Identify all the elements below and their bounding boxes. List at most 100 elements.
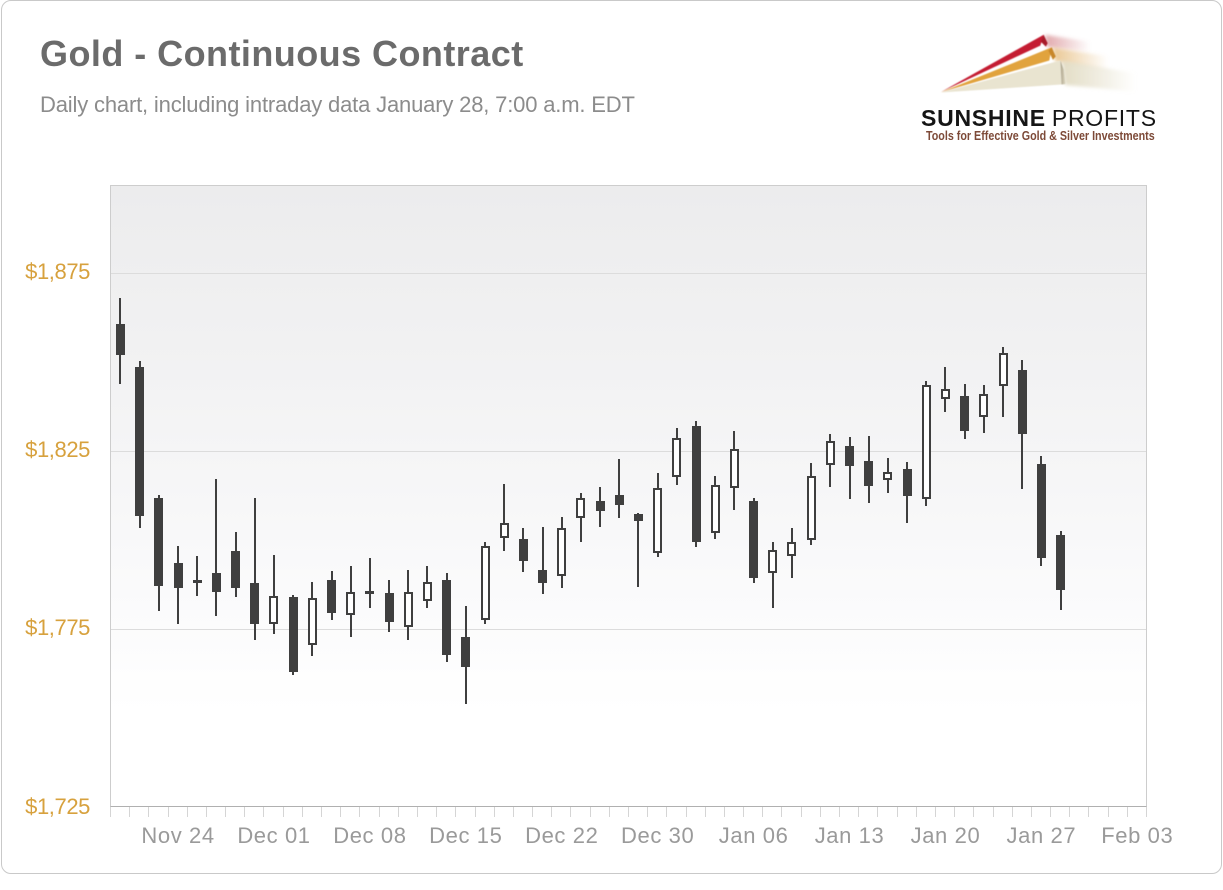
candle-wick [253,497,256,641]
candle-wick [503,483,506,551]
x-axis-tick [934,807,936,817]
x-axis-tick [1011,807,1013,817]
logo-bolt-cream [941,60,1066,93]
candle-body-down [614,495,624,506]
candle-body-down [518,538,528,561]
candle-body-down [288,597,298,673]
gridline [111,272,1146,274]
x-axis-tick [877,807,879,817]
x-axis-label: Jan 06 [718,823,789,848]
x-axis-tick [359,807,361,817]
candle-body-down [1017,369,1027,435]
x-axis-tick [915,807,917,817]
logo-brand-profits: PROFITS [1051,105,1157,131]
candle-body-up [346,591,356,616]
chart-subtitle: Daily chart, including intraday data Jan… [40,92,635,117]
x-axis-tick [474,807,476,817]
candle-body-down [461,636,471,667]
logo-brand-text: SUNSHINE PROFITS [921,105,1157,132]
candle-wick [196,555,199,596]
x-axis-tick [263,807,265,817]
candle-body-down [1036,464,1046,559]
x-axis-label: Dec 15 [429,823,503,848]
candle-body-down [845,445,855,466]
candle-wick [368,558,371,609]
x-axis-tick [1088,807,1090,817]
x-axis-tick [512,807,514,817]
candle-body-down [250,583,260,625]
logo-bolt-red [941,34,1048,92]
x-axis-label: Nov 24 [141,823,215,848]
candle-body-down [115,324,125,356]
x-axis-tick [340,807,342,817]
x-axis-tick [282,807,284,817]
candle-body-up [269,595,279,625]
candle-body-down [154,497,164,586]
x-axis-tick [1069,807,1071,817]
candle-wick [771,542,774,608]
x-axis-tick [800,807,802,817]
x-axis-tick [1146,807,1147,817]
x-axis-tick [973,807,975,817]
x-axis-tick [378,807,380,817]
candle-body-up [883,471,893,481]
candle-body-down [192,580,202,584]
x-axis-tick [992,807,994,817]
x-axis-label: Dec 08 [333,823,407,848]
candle-body-up [576,497,586,518]
candle-body-up [787,542,797,556]
candle-body-down [211,573,221,592]
candle-body-down [864,460,874,487]
candle-body-down [384,593,394,622]
chart-title: Gold - Continuous Contract [40,33,524,74]
candle-body-down [633,513,643,522]
logo-bolt-gold [941,47,1056,93]
x-axis-tick [723,807,725,817]
candle-body-up [307,598,317,646]
candle-body-down [135,367,145,517]
x-axis-tick [704,807,706,817]
x-axis-tick [1030,807,1032,817]
candle-body-up [557,527,567,576]
candle-body-up [806,475,816,541]
x-axis-tick [186,807,188,817]
candle-wick [848,436,851,499]
x-axis-tick [608,807,610,817]
x-axis-tick [743,807,745,817]
gridline [111,628,1146,630]
x-axis-tick [858,807,860,817]
x-axis-tick [647,807,649,817]
x-axis-label: Dec 22 [525,823,599,848]
x-axis-tick [110,807,111,817]
x-axis-label: Jan 27 [1006,823,1077,848]
x-axis-tick [493,807,495,817]
x-axis-tick [148,807,150,817]
candle-wick [637,512,640,587]
x-axis-tick [551,807,553,817]
candle-body-up [403,591,413,627]
y-axis-label: $1,825 [25,437,90,463]
candle-wick [541,527,544,595]
x-axis-tick [532,807,534,817]
x-axis-tick [205,807,207,817]
x-axis-tick [225,807,227,817]
candle-body-down [749,501,759,579]
x-axis-tick [1126,807,1128,817]
candle-body-down [960,395,970,431]
candle-body-down [327,579,337,614]
x-axis-tick [954,807,956,817]
x-axis-tick [1050,807,1052,817]
candle-body-up [672,438,682,477]
x-axis-tick [839,807,841,817]
candle-wick [215,479,218,616]
x-axis-tick [762,807,764,817]
sunshine-profits-logo-icon [941,34,1140,93]
x-axis-tick [167,807,169,817]
candle-wick [618,459,621,518]
candle-body-up [422,582,432,601]
x-axis-tick [416,807,418,817]
x-axis-tick [685,807,687,817]
x-axis-label: Jan 20 [910,823,981,848]
candle-body-up [653,487,663,554]
